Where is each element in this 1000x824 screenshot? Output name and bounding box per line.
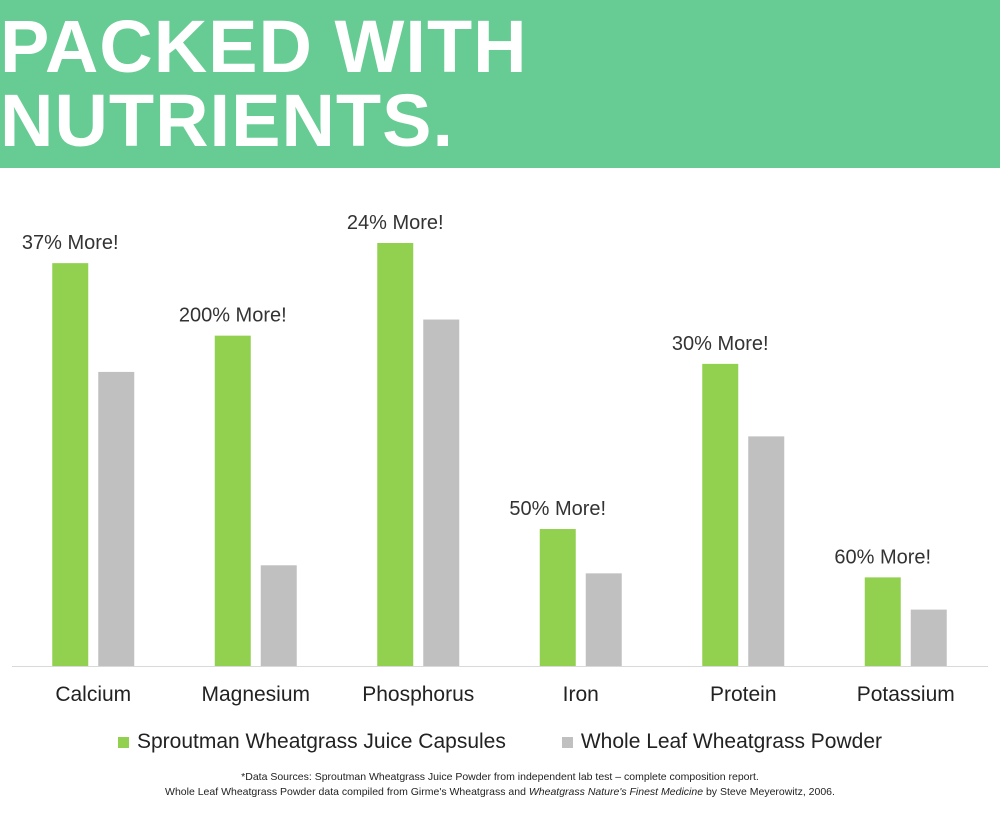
bar-series-2-protein [748,436,785,666]
x-tick-label-protein: Protein [710,683,777,706]
bar-series-1-calcium [52,263,89,666]
x-tick-label-magnesium: Magnesium [201,683,310,706]
footnote-line-2-end: by Steve Meyerowitz, 2006. [703,786,835,798]
annotation-protein: 30% More! [672,333,769,355]
bar-series-2-phosphorus [423,319,460,666]
bar-series-2-potassium [910,609,947,666]
chart-legend: Sproutman Wheatgrass Juice Capsules Whol… [0,730,1000,754]
bar-series-1-phosphorus [377,243,414,666]
legend-item-series-2: Whole Leaf Wheatgrass Powder [561,730,882,754]
bar-series-1-protein [702,363,739,666]
annotation-magnesium: 200% More! [179,305,287,327]
bar-series-1-magnesium [214,335,251,666]
annotation-iron: 50% More! [509,498,606,520]
x-tick-label-iron: Iron [563,683,599,706]
legend-item-series-1: Sproutman Wheatgrass Juice Capsules [118,730,506,754]
annotation-potassium: 60% More! [834,546,931,568]
footnote-line-1: *Data Sources: Sproutman Wheatgrass Juic… [241,771,759,783]
annotation-phosphorus: 24% More! [347,212,444,234]
footnote-line-2-start: Whole Leaf Wheatgrass Powder data compil… [165,786,529,798]
annotation-calcium: 37% More! [22,232,119,254]
bar-series-2-magnesium [260,565,297,666]
bar-series-1-iron [539,529,576,666]
legend-label-series-1: Sproutman Wheatgrass Juice Capsules [137,730,506,753]
data-sources-footnote: *Data Sources: Sproutman Wheatgrass Juic… [0,770,1000,800]
bar-series-2-iron [585,573,622,666]
footnote-book-title: Wheatgrass Nature's Finest Medicine [528,786,704,798]
bar-chart: 37% More! Calcium 200% More! Magnesium 24% M… [12,212,988,706]
footnote-line-2: Whole Leaf Wheatgrass Powder data compil… [0,785,1000,800]
bar-series-1-potassium [864,577,901,666]
bar-series-2-calcium [98,371,135,666]
page-title: PACKED WITH NUTRIENTS. [0,5,528,162]
legend-swatch-series-2 [561,736,573,748]
title-banner: PACKED WITH NUTRIENTS. [0,0,1000,168]
legend-label-series-2: Whole Leaf Wheatgrass Powder [580,730,882,753]
legend-swatch-series-1 [118,736,129,748]
x-tick-label-potassium: Potassium [857,683,955,706]
x-tick-label-calcium: Calcium [55,683,131,706]
x-tick-label-phosphorus: Phosphorus [362,683,474,706]
